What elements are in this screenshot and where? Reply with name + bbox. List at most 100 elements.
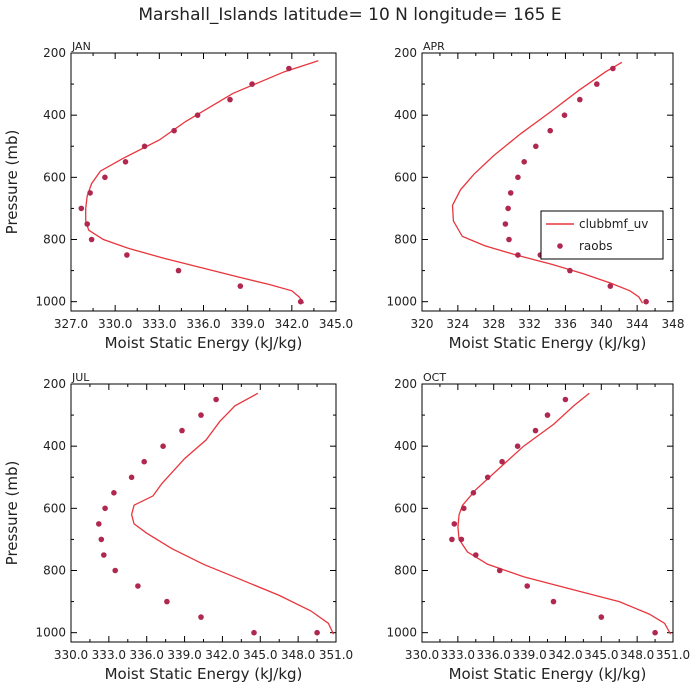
raobs-point bbox=[550, 598, 557, 605]
raobs-point bbox=[473, 552, 479, 558]
x-tick-label: 330.0 bbox=[405, 648, 439, 662]
raobs-point bbox=[141, 143, 148, 150]
raobs-point bbox=[227, 96, 233, 103]
plot-frame bbox=[70, 52, 337, 312]
raobs-point bbox=[458, 536, 465, 543]
x-tick-label: 348.0 bbox=[281, 648, 315, 662]
raobs-point bbox=[607, 283, 614, 289]
raobs-point bbox=[547, 127, 553, 134]
raobs-point bbox=[594, 81, 600, 87]
raobs-point bbox=[160, 443, 166, 450]
raobs-point bbox=[314, 629, 320, 636]
raobs-point bbox=[84, 221, 90, 227]
series-line-clubbmf-uv bbox=[85, 60, 319, 304]
raobs-point bbox=[164, 598, 170, 605]
raobs-point bbox=[237, 283, 244, 289]
x-tick-label: 345.0 bbox=[243, 648, 277, 662]
raobs-point bbox=[78, 205, 85, 212]
panel-apr: APR 200 400 600 800 1000 320 324 328 332 336 340 344… bbox=[386, 40, 684, 352]
x-axis-label: Moist Static Energy (kJ/kg) bbox=[449, 665, 647, 683]
panel-jul: JUL 200 400 600 800 1000 330.0 333.0 336.0 339.0 3… bbox=[3, 371, 353, 683]
panel-label: APR bbox=[423, 40, 445, 53]
raobs-point bbox=[112, 567, 118, 574]
y-tick-label: 200 bbox=[394, 46, 417, 60]
series-line-clubbmf-uv bbox=[451, 61, 644, 304]
y-tick-label: 600 bbox=[43, 501, 66, 515]
y-tick-label: 200 bbox=[43, 46, 66, 60]
raobs-point bbox=[128, 474, 135, 481]
x-tick-label: 320 bbox=[411, 317, 434, 331]
panel-label: OCT bbox=[423, 371, 446, 384]
x-tick-label: 333.0 bbox=[92, 648, 126, 662]
y-tick-label: 600 bbox=[394, 501, 417, 515]
y-tick-label: 800 bbox=[43, 233, 66, 247]
raobs-point bbox=[179, 427, 185, 434]
raobs-point bbox=[496, 567, 503, 574]
y-tick-label: 1000 bbox=[386, 295, 417, 309]
raobs-point bbox=[198, 412, 204, 418]
raobs-point bbox=[484, 474, 491, 481]
raobs-point bbox=[652, 629, 658, 636]
raobs-point bbox=[502, 221, 509, 227]
x-tick-label: 336.0 bbox=[477, 648, 511, 662]
figure-title: Marshall_Islands latitude= 10 N longitud… bbox=[138, 5, 561, 25]
raobs-point bbox=[141, 458, 147, 465]
raobs-point bbox=[544, 412, 551, 418]
x-tick-label: 339.0 bbox=[512, 648, 546, 662]
x-axis-label: Moist Static Energy (kJ/kg) bbox=[105, 334, 303, 352]
raobs-point bbox=[88, 236, 95, 243]
y-tick-label: 800 bbox=[394, 233, 417, 247]
legend-box bbox=[540, 210, 664, 260]
y-axis-label: Pressure (mb) bbox=[3, 461, 21, 566]
raobs-point bbox=[122, 159, 129, 165]
raobs-point bbox=[111, 490, 117, 496]
raobs-point bbox=[505, 205, 511, 212]
raobs-point bbox=[506, 236, 512, 243]
raobs-point bbox=[194, 112, 201, 118]
x-tick-label: 339.0 bbox=[167, 648, 201, 662]
y-tick-label: 600 bbox=[43, 170, 66, 184]
panel-label: JUL bbox=[71, 371, 90, 384]
x-tick-label: 348 bbox=[662, 317, 685, 331]
raobs-point bbox=[514, 443, 521, 450]
raobs-point bbox=[577, 96, 583, 103]
x-axis-label: Moist Static Energy (kJ/kg) bbox=[105, 665, 303, 683]
x-tick-label: 342.0 bbox=[275, 317, 309, 331]
raobs-point bbox=[87, 190, 93, 196]
raobs-point bbox=[101, 552, 107, 558]
raobs-point bbox=[198, 614, 204, 620]
x-tick-label: 336.0 bbox=[130, 648, 164, 662]
x-tick-label: 340 bbox=[590, 317, 613, 331]
legend-line-label: clubbmf_uv bbox=[579, 217, 648, 231]
raobs-point bbox=[175, 267, 182, 274]
raobs-point bbox=[533, 143, 539, 150]
x-tick-label: 324 bbox=[446, 317, 469, 331]
x-tick-label: 330.0 bbox=[98, 317, 132, 331]
x-tick-label: 327.0 bbox=[54, 317, 88, 331]
y-tick-label: 600 bbox=[394, 170, 417, 184]
x-axis-label: Moist Static Energy (kJ/kg) bbox=[449, 334, 647, 352]
x-tick-label: 348.0 bbox=[620, 648, 654, 662]
raobs-point bbox=[561, 112, 568, 118]
x-tick-label: 336 bbox=[554, 317, 577, 331]
x-tick-label: 351.0 bbox=[319, 648, 353, 662]
series-line-clubbmf-uv bbox=[130, 392, 335, 635]
x-tick-label: 342.0 bbox=[205, 648, 239, 662]
x-tick-label: 342.0 bbox=[548, 648, 582, 662]
raobs-point bbox=[507, 190, 514, 196]
x-tick-label: 344 bbox=[626, 317, 649, 331]
y-tick-label: 400 bbox=[394, 439, 417, 453]
panel-label: JAN bbox=[71, 40, 91, 53]
raobs-point bbox=[521, 159, 527, 165]
raobs-point bbox=[562, 396, 569, 403]
raobs-point bbox=[124, 252, 130, 258]
x-tick-label: 336.0 bbox=[186, 317, 220, 331]
raobs-point bbox=[643, 298, 649, 305]
raobs-point bbox=[610, 65, 616, 72]
y-tick-label: 800 bbox=[43, 564, 66, 578]
x-tick-label: 328 bbox=[482, 317, 505, 331]
raobs-point bbox=[171, 127, 177, 134]
raobs-point bbox=[213, 396, 219, 403]
